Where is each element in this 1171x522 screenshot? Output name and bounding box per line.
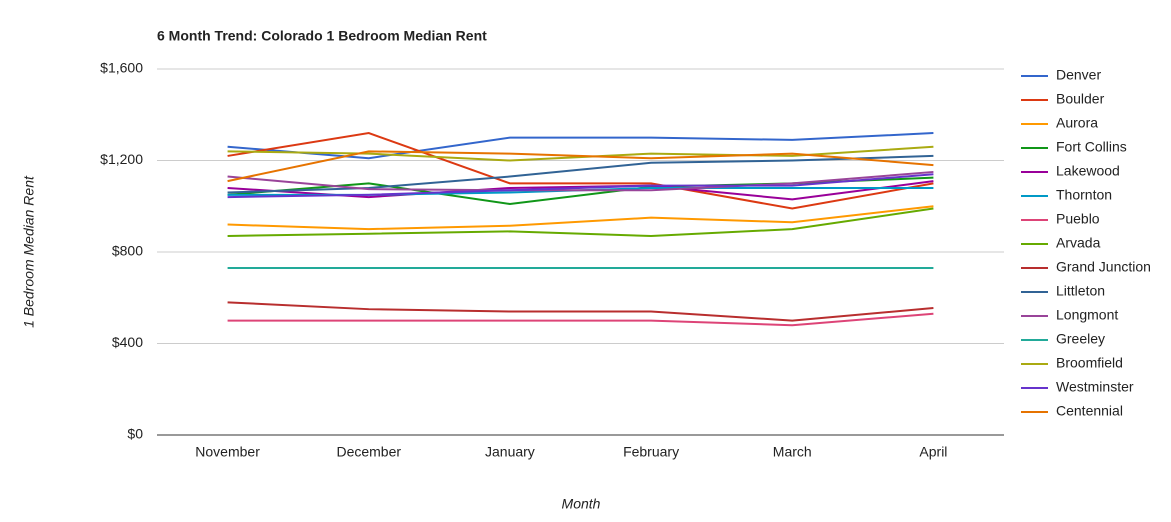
legend-label: Lakewood [1056, 163, 1120, 179]
series-line [227, 173, 934, 199]
x-tick-label: April [919, 444, 947, 460]
legend-label: Longmont [1056, 307, 1118, 323]
x-tick-label: November [195, 444, 260, 460]
legend-label: Broomfield [1056, 355, 1123, 371]
chart-title: 6 Month Trend: Colorado 1 Bedroom Median… [157, 28, 487, 44]
legend-label: Arvada [1056, 235, 1101, 251]
legend-label: Greeley [1056, 331, 1105, 347]
y-tick-label: $0 [127, 426, 143, 442]
y-tick-label: $400 [112, 334, 143, 350]
legend-label: Thornton [1056, 187, 1112, 203]
series-line [227, 150, 934, 183]
series-line [227, 207, 934, 237]
legend-label: Centennial [1056, 403, 1123, 419]
series-line [227, 312, 934, 327]
x-tick-label: January [485, 444, 535, 460]
legend-label: Grand Junction [1056, 259, 1151, 275]
y-axis-title: 1 Bedroom Median Rent [21, 175, 37, 328]
series-line [227, 170, 934, 192]
y-tick-label: $1,200 [100, 151, 143, 167]
series-line [227, 301, 934, 322]
series-line [227, 154, 934, 194]
x-tick-label: December [336, 444, 401, 460]
legend-label: Littleton [1056, 283, 1105, 299]
legend-label: Denver [1056, 67, 1101, 83]
legend-label: Boulder [1056, 91, 1105, 107]
x-tick-label: February [623, 444, 679, 460]
series-line [227, 145, 934, 162]
y-tick-label: $1,600 [100, 60, 143, 76]
legend-label: Westminster [1056, 379, 1134, 395]
x-axis-title: Month [562, 496, 601, 512]
legend-label: Fort Collins [1056, 139, 1127, 155]
legend-label: Pueblo [1056, 211, 1100, 227]
y-tick-label: $800 [112, 243, 143, 259]
x-tick-label: March [773, 444, 812, 460]
series-line [227, 205, 934, 231]
legend-label: Aurora [1056, 115, 1098, 131]
series-line [227, 132, 934, 210]
